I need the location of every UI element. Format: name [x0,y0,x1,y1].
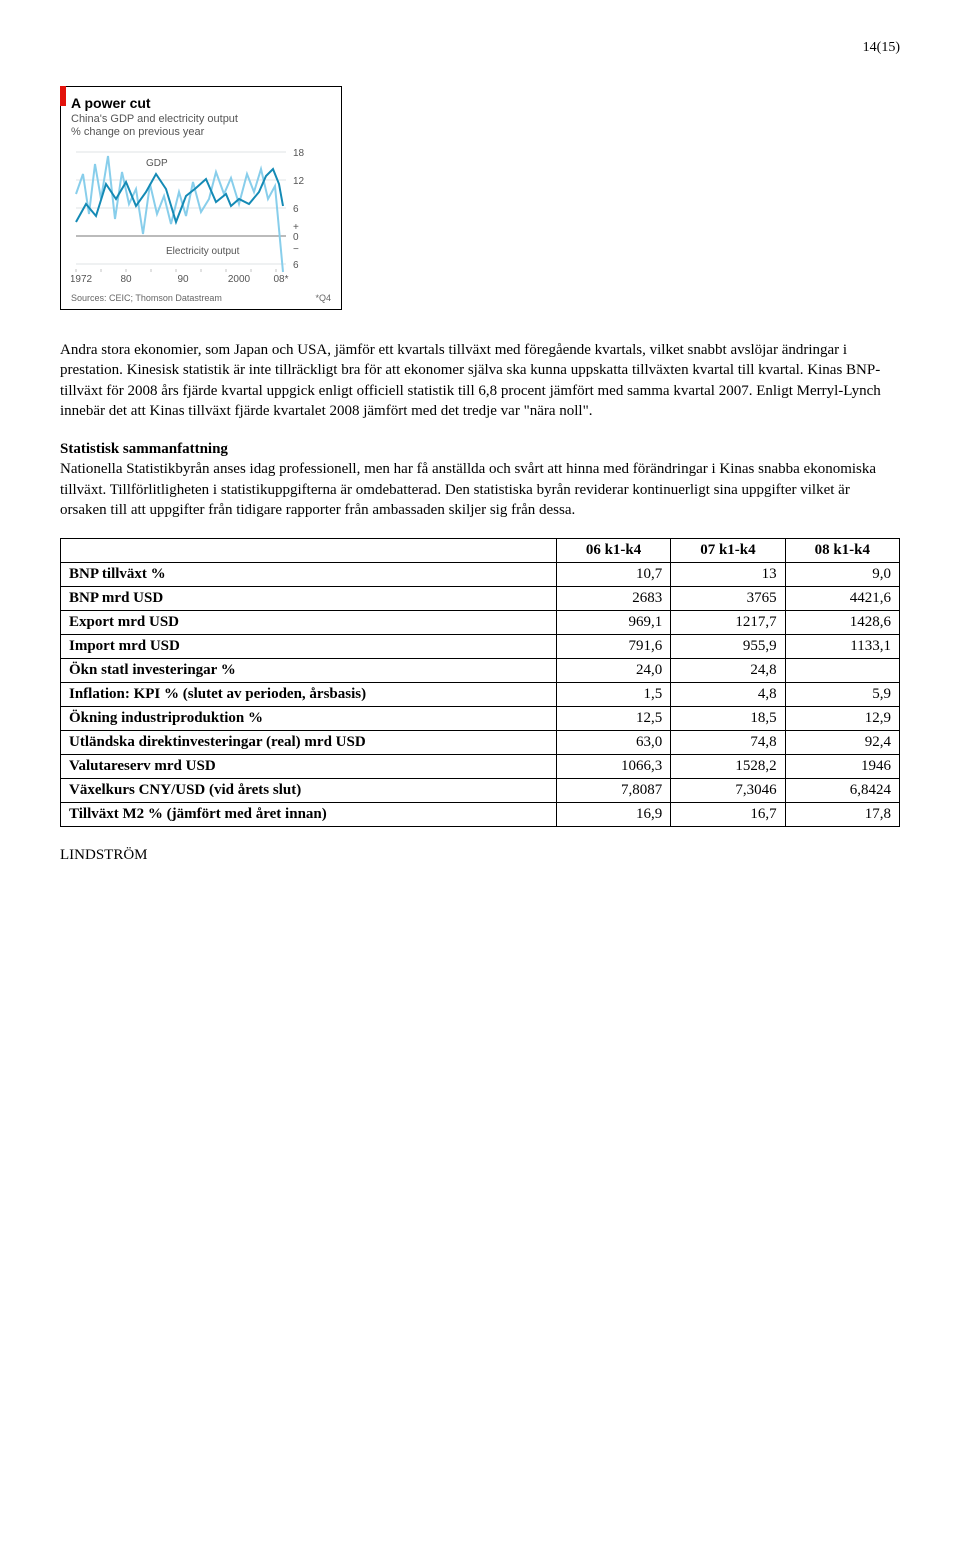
cell-value: 1066,3 [556,755,670,779]
cell-value: 7,3046 [671,779,785,803]
chart-accent-bar [60,86,66,106]
ytick-18: 18 [293,148,305,159]
chart-a-power-cut: A power cut China's GDP and electricity … [60,86,342,310]
cell-value: 74,8 [671,731,785,755]
page-number: 14(15) [60,40,900,56]
row-label: Inflation: KPI % (slutet av perioden, år… [61,683,557,707]
ytick-12: 12 [293,176,305,187]
ytick-6: 6 [293,204,299,215]
row-label: BNP mrd USD [61,587,557,611]
table-row: BNP mrd USD268337654421,6 [61,587,900,611]
table-row: BNP tillväxt %10,7139,0 [61,563,900,587]
cell-value: 4421,6 [785,587,899,611]
cell-value: 12,9 [785,707,899,731]
row-label: Växelkurs CNY/USD (vid årets slut) [61,779,557,803]
cell-value: 955,9 [671,635,785,659]
cell-value: 63,0 [556,731,670,755]
row-label: BNP tillväxt % [61,563,557,587]
cell-value: 2683 [556,587,670,611]
ytick-minus: − [293,244,299,255]
chart-title: A power cut [71,95,331,111]
table-row: Utländska direktinvesteringar (real) mrd… [61,731,900,755]
table-row: Valutareserv mrd USD1066,31528,21946 [61,755,900,779]
cell-value: 4,8 [671,683,785,707]
cell-value: 5,9 [785,683,899,707]
cell-value: 18,5 [671,707,785,731]
table-row: Tillväxt M2 % (jämfört med året innan)16… [61,803,900,827]
cell-value: 16,9 [556,803,670,827]
row-label: Valutareserv mrd USD [61,755,557,779]
cell-value: 791,6 [556,635,670,659]
table-row: Ökning industriproduktion %12,518,512,9 [61,707,900,731]
chart-footnote: *Q4 [315,293,331,303]
cell-value: 1133,1 [785,635,899,659]
cell-value: 9,0 [785,563,899,587]
chart-subtitle-2: % change on previous year [71,126,331,138]
col-07: 07 k1-k4 [671,539,785,563]
cell-value [785,659,899,683]
cell-value: 1428,6 [785,611,899,635]
series-label-elec: Electricity output [166,246,240,257]
cell-value: 3765 [671,587,785,611]
table-header-row: 06 k1-k4 07 k1-k4 08 k1-k4 [61,539,900,563]
row-label: Export mrd USD [61,611,557,635]
cell-value: 1946 [785,755,899,779]
cell-value: 969,1 [556,611,670,635]
cell-value: 7,8087 [556,779,670,803]
cell-value: 6,8424 [785,779,899,803]
col-08: 08 k1-k4 [785,539,899,563]
paragraph-1: Andra stora ekonomier, som Japan och USA… [60,340,900,421]
footer-author: LINDSTRÖM [60,847,900,864]
table-row: Import mrd USD791,6955,91133,1 [61,635,900,659]
xtick-90: 90 [177,274,189,284]
xtick-08: 08* [273,274,288,284]
ytick-neg6: 6 [293,260,299,271]
row-label: Import mrd USD [61,635,557,659]
cell-value: 1217,7 [671,611,785,635]
statistics-table: 06 k1-k4 07 k1-k4 08 k1-k4 BNP tillväxt … [60,538,900,827]
table-row: Växelkurs CNY/USD (vid årets slut)7,8087… [61,779,900,803]
row-label: Ökning industriproduktion % [61,707,557,731]
ytick-0: 0 [293,232,299,243]
series-label-gdp: GDP [146,158,168,169]
table-row: Inflation: KPI % (slutet av perioden, år… [61,683,900,707]
cell-value: 10,7 [556,563,670,587]
col-empty [61,539,557,563]
xtick-2000: 2000 [228,274,251,284]
cell-value: 24,8 [671,659,785,683]
summary-heading: Statistisk sammanfattning [60,441,228,457]
cell-value: 92,4 [785,731,899,755]
xtick-1972: 1972 [71,274,93,284]
row-label: Utländska direktinvesteringar (real) mrd… [61,731,557,755]
chart-svg: 18 12 6 + 0 − 6 GDP Electricity output [71,144,321,284]
cell-value: 13 [671,563,785,587]
table-row: Ökn statl investeringar %24,024,8 [61,659,900,683]
cell-value: 16,7 [671,803,785,827]
table-row: Export mrd USD969,11217,71428,6 [61,611,900,635]
cell-value: 12,5 [556,707,670,731]
paragraph-2: Nationella Statistikbyrån anses idag pro… [60,461,876,518]
cell-value: 1528,2 [671,755,785,779]
row-label: Tillväxt M2 % (jämfört med året innan) [61,803,557,827]
row-label: Ökn statl investeringar % [61,659,557,683]
chart-subtitle-1: China's GDP and electricity output [71,113,331,125]
cell-value: 17,8 [785,803,899,827]
col-06: 06 k1-k4 [556,539,670,563]
paragraph-summary: Statistisk sammanfattning Nationella Sta… [60,439,900,520]
chart-plot: 18 12 6 + 0 − 6 GDP Electricity output [71,144,331,289]
cell-value: 24,0 [556,659,670,683]
xtick-80: 80 [120,274,132,284]
chart-source: Sources: CEIC; Thomson Datastream [71,293,222,303]
cell-value: 1,5 [556,683,670,707]
